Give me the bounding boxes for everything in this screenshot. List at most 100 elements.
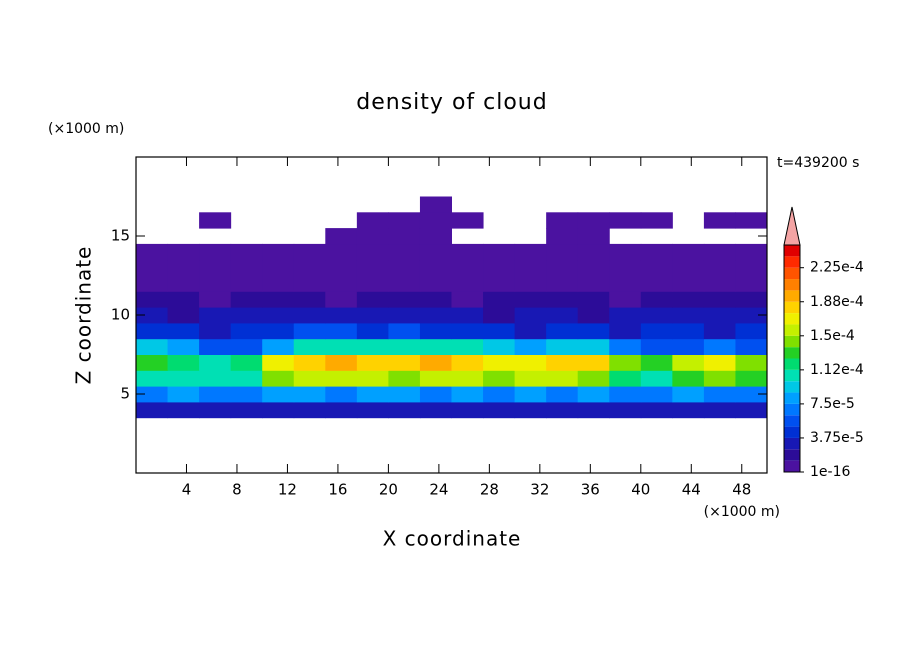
contour-cell xyxy=(325,259,358,276)
contour-cell xyxy=(546,338,579,355)
contour-cell xyxy=(514,338,547,355)
contour-cell xyxy=(483,386,516,403)
contour-cell xyxy=(388,275,421,292)
x-tick-label: 44 xyxy=(682,481,701,499)
contour-cell xyxy=(672,401,705,419)
contour-cell xyxy=(546,275,579,292)
contour-cell xyxy=(388,307,421,324)
contour-cell xyxy=(262,370,295,387)
contour-cell xyxy=(703,307,736,324)
contour-cell xyxy=(672,291,705,308)
contour-cell xyxy=(199,259,232,276)
contour-cell xyxy=(640,259,673,276)
x-tick-label: 4 xyxy=(182,481,192,499)
y-tick-label: 15 xyxy=(111,227,130,245)
contour-cell xyxy=(609,338,642,355)
contour-cell xyxy=(136,259,169,276)
contour-cell xyxy=(419,386,452,403)
contour-cell xyxy=(577,370,610,387)
contour-cell xyxy=(703,322,736,340)
contour-cell xyxy=(451,291,484,308)
colorbar-band xyxy=(784,245,800,257)
contour-cell xyxy=(325,386,358,403)
colorbar-tick-label: 2.25e-4 xyxy=(810,260,864,276)
contour-cell xyxy=(672,275,705,292)
contour-cell xyxy=(451,338,484,355)
colorbar-band xyxy=(784,415,800,427)
contour-cell xyxy=(735,212,768,229)
contour-cell xyxy=(514,401,547,419)
contour-cell xyxy=(577,291,610,308)
contour-cell xyxy=(483,307,516,324)
contour-cell xyxy=(546,291,579,308)
x-tick-label: 48 xyxy=(732,481,751,499)
contour-cell xyxy=(451,370,484,387)
contour-cell xyxy=(388,370,421,387)
contour-cell xyxy=(356,307,389,324)
chart-title: density of cloud xyxy=(356,90,547,115)
contour-cell xyxy=(167,322,200,340)
contour-cell xyxy=(419,259,452,276)
contour-cell xyxy=(356,259,389,276)
contour-cell xyxy=(388,291,421,308)
contour-cell xyxy=(514,307,547,324)
contour-cell xyxy=(167,370,200,387)
contour-cell xyxy=(672,243,705,261)
contour-cell xyxy=(356,401,389,419)
contour-cell xyxy=(546,228,579,245)
contour-cell xyxy=(609,386,642,403)
contour-cell xyxy=(609,322,642,340)
contour-cell xyxy=(199,354,232,371)
contour-cell xyxy=(199,291,232,308)
contour-cell xyxy=(672,259,705,276)
colorbar-tick-label: 1.5e-4 xyxy=(810,328,855,344)
contour-cell xyxy=(546,307,579,324)
contour-cell xyxy=(167,259,200,276)
contour-cell xyxy=(356,322,389,340)
contour-cell xyxy=(325,228,358,245)
contour-cell xyxy=(230,243,263,261)
contour-cell xyxy=(419,243,452,261)
contour-cell xyxy=(640,275,673,292)
contour-cell xyxy=(640,338,673,355)
colorbar-band xyxy=(784,267,800,280)
x-tick-label: 8 xyxy=(232,481,242,499)
contour-cell xyxy=(167,338,200,355)
contour-cell xyxy=(672,307,705,324)
contour-cell xyxy=(451,243,484,261)
time-label: t=439200 s xyxy=(777,155,859,171)
colorbar-tick-label: 3.75e-5 xyxy=(810,430,864,446)
contour-cell xyxy=(735,370,768,387)
contour-cell xyxy=(199,401,232,419)
contour-cell xyxy=(136,322,169,340)
colorbar-band xyxy=(784,449,800,461)
contour-cell xyxy=(325,291,358,308)
contour-cell xyxy=(136,338,169,355)
contour-cell xyxy=(577,243,610,261)
contour-cell xyxy=(388,322,421,340)
contour-cell xyxy=(735,291,768,308)
colorbar-band xyxy=(784,335,800,348)
contour-cell xyxy=(262,401,295,419)
contour-cell xyxy=(451,354,484,371)
contour-cell xyxy=(136,291,169,308)
contour-cell xyxy=(167,243,200,261)
contour-cell xyxy=(325,401,358,419)
contour-cell xyxy=(483,370,516,387)
contour-cell xyxy=(199,370,232,387)
contour-cell xyxy=(577,354,610,371)
contour-cell xyxy=(609,370,642,387)
contour-cell xyxy=(325,275,358,292)
contour-cell xyxy=(230,307,263,324)
y-tick-label: 5 xyxy=(120,385,130,403)
contour-cell xyxy=(419,338,452,355)
contour-cell xyxy=(230,338,263,355)
x-tick-label: 16 xyxy=(328,481,347,499)
contour-cell xyxy=(451,401,484,419)
contour-cell xyxy=(356,386,389,403)
contour-cell xyxy=(388,243,421,261)
contour-cell xyxy=(356,370,389,387)
colorbar-tick-label: 1.12e-4 xyxy=(810,362,864,378)
contour-cell xyxy=(514,291,547,308)
